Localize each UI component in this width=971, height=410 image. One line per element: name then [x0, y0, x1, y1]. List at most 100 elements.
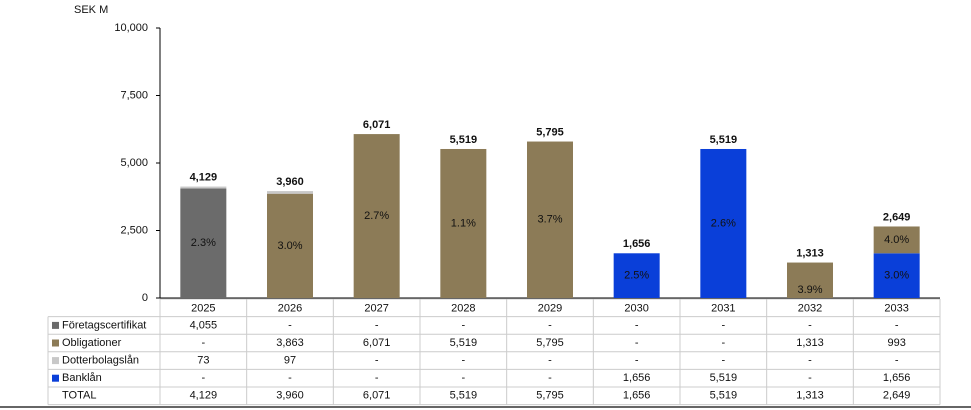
- y-tick-label: 7,500: [120, 89, 148, 101]
- bar-segment: [353, 134, 400, 298]
- table-cell: -: [375, 372, 379, 384]
- table-cell: -: [375, 355, 379, 367]
- table-cell: 1,656: [623, 372, 651, 384]
- legend-label: Obligationer: [62, 337, 122, 349]
- table-cell: -: [461, 319, 465, 331]
- table-cell: -: [548, 355, 552, 367]
- table-cell: -: [201, 337, 205, 349]
- table-cell: 5,519: [710, 372, 738, 384]
- table-cell: -: [895, 355, 899, 367]
- table-cell: 4,129: [190, 390, 218, 402]
- bar-segment: [267, 191, 313, 194]
- y-axis-label: SEK M: [74, 4, 108, 16]
- table-cell: 6,071: [363, 337, 391, 349]
- y-tick-label: 2,500: [120, 224, 148, 236]
- table-cell: -: [201, 372, 205, 384]
- x-tick-label: 2032: [798, 303, 822, 315]
- table-cell: -: [895, 319, 899, 331]
- legend-label: Företagscertifikat: [62, 319, 146, 331]
- table-cell: 993: [887, 337, 905, 349]
- bar-segment: [180, 188, 227, 298]
- rate-label: 2.7%: [364, 210, 389, 222]
- rate-label: 1.1%: [451, 217, 476, 229]
- rate-label: 3.0%: [884, 270, 909, 282]
- x-tick-label: 2028: [451, 303, 475, 315]
- table-cell: 5,519: [450, 390, 478, 402]
- bar-segment: [440, 148, 487, 298]
- total-label: 4,129: [190, 171, 218, 183]
- x-tick-label: 2029: [538, 303, 562, 315]
- legend-label: Banklån: [62, 372, 102, 384]
- bar-segment: [267, 193, 313, 298]
- table-cell: -: [548, 319, 552, 331]
- table-cell: -: [461, 372, 465, 384]
- legend-swatch: [52, 374, 59, 382]
- table-cell: -: [721, 337, 725, 349]
- y-tick-label: 5,000: [120, 157, 148, 169]
- x-tick-label: 2025: [191, 303, 215, 315]
- bar-segment: [873, 226, 920, 254]
- rate-label: 2.6%: [711, 217, 736, 229]
- x-tick-label: 2033: [884, 303, 908, 315]
- total-label: 5,519: [710, 134, 738, 146]
- total-label: 5,795: [536, 126, 564, 138]
- table-cell: 1,656: [623, 390, 651, 402]
- table-cell: -: [808, 372, 812, 384]
- legend-swatch: [52, 357, 59, 365]
- table-cell: -: [288, 372, 292, 384]
- table-cell: 73: [197, 355, 209, 367]
- x-tick-label: 2031: [711, 303, 735, 315]
- rate-label: 4.0%: [884, 234, 909, 246]
- rate-label: 3.0%: [277, 240, 302, 252]
- rate-label: 3.7%: [537, 214, 562, 226]
- total-label: 1,656: [623, 238, 651, 250]
- table-cell: 5,519: [450, 337, 478, 349]
- table-cell: 1,656: [883, 372, 911, 384]
- table-cell: 6,071: [363, 390, 391, 402]
- y-tick-label: 10,000: [114, 22, 148, 34]
- table-cell: -: [635, 355, 639, 367]
- legend-swatch: [52, 339, 59, 347]
- x-tick-label: 2026: [278, 303, 302, 315]
- table-cell: -: [461, 355, 465, 367]
- x-tick-label: 2030: [624, 303, 648, 315]
- table-cell: -: [635, 337, 639, 349]
- table-cell: 1,313: [796, 337, 824, 349]
- total-label: 2,649: [883, 211, 911, 223]
- table-cell: -: [635, 319, 639, 331]
- table-cell: 3,863: [276, 337, 304, 349]
- bar-segment: [180, 186, 227, 189]
- table-cell: -: [808, 355, 812, 367]
- total-label: 6,071: [363, 119, 391, 131]
- rate-label: 2.5%: [624, 270, 649, 282]
- table-cell: 1,313: [796, 390, 824, 402]
- rate-label: 2.3%: [191, 237, 216, 249]
- legend-label: Dotterbolagslån: [62, 355, 139, 367]
- total-label: 3,960: [276, 176, 304, 188]
- bar-segment: [700, 148, 747, 298]
- table-cell: 5,795: [536, 337, 564, 349]
- table-cell: 5,519: [710, 390, 738, 402]
- rate-label: 3.9%: [797, 284, 822, 296]
- bar-segment: [613, 253, 660, 298]
- table-cell: -: [808, 319, 812, 331]
- total-label: 1,313: [796, 247, 824, 259]
- bar-segment: [873, 253, 920, 298]
- table-cell: 97: [284, 355, 296, 367]
- table-cell: 4,055: [190, 319, 218, 331]
- legend-swatch: [52, 321, 59, 329]
- table-cell: 3,960: [276, 390, 304, 402]
- total-row-label: TOTAL: [62, 390, 96, 402]
- table-cell: -: [548, 372, 552, 384]
- bar-segment: [527, 141, 573, 298]
- x-tick-label: 2027: [364, 303, 388, 315]
- table-cell: 5,795: [536, 390, 564, 402]
- table-cell: 2,649: [883, 390, 911, 402]
- bar-segment: [787, 262, 833, 298]
- y-tick-label: 0: [142, 292, 148, 304]
- total-label: 5,519: [450, 134, 478, 146]
- table-cell: -: [375, 319, 379, 331]
- table-cell: -: [288, 319, 292, 331]
- table-cell: -: [721, 319, 725, 331]
